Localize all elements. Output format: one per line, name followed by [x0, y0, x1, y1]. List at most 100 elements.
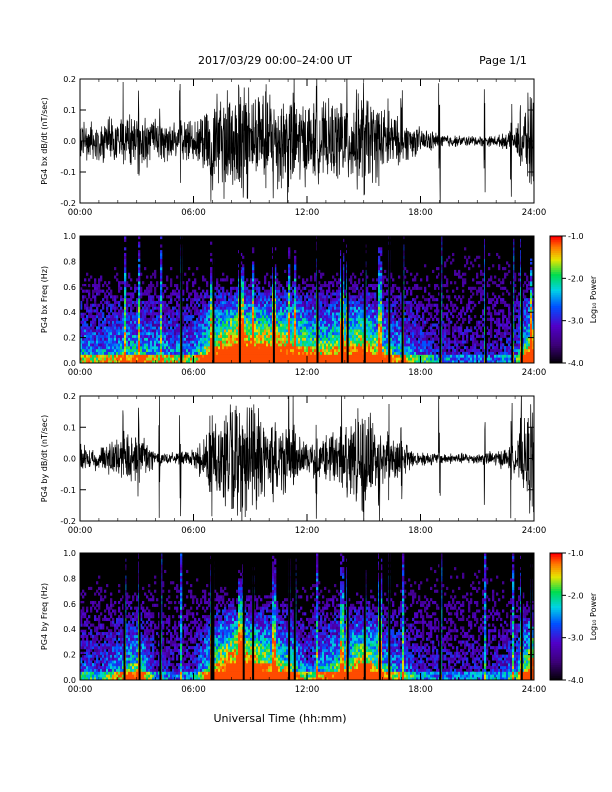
spectrogram-cell: [140, 315, 143, 319]
spectrogram-cell: [152, 351, 155, 355]
spectrogram-cell: [92, 331, 95, 336]
spectrogram-cell: [422, 320, 425, 324]
spectrogram-cell: [400, 340, 403, 344]
spectrogram-cell: [414, 283, 417, 288]
spectrogram-cell: [234, 320, 237, 324]
spectrogram-cell: [136, 343, 139, 347]
spectrogram-cell: [220, 329, 223, 333]
spectrogram-cell: [344, 323, 347, 327]
spectrogram-cell: [90, 326, 93, 330]
spectrogram-cell: [294, 286, 297, 290]
spectrogram-cell: [366, 292, 369, 296]
spectrogram-cell: [290, 323, 293, 327]
spectrogram-cell: [352, 295, 355, 299]
spectrogram-cell: [210, 292, 213, 296]
spectrogram-cell: [224, 351, 227, 355]
spectrogram-cell: [226, 289, 229, 293]
spectrogram-cell: [178, 354, 181, 358]
spectrogram-cell: [446, 351, 449, 355]
spectrogram-cell: [380, 320, 383, 324]
spectrogram-cell: [288, 298, 291, 302]
spectrogram-cell: [104, 292, 107, 296]
spectrogram-cell: [270, 317, 273, 321]
spectrogram-cell: [434, 360, 437, 364]
spectrogram-cell: [242, 337, 245, 341]
spectrogram-cell: [210, 258, 213, 262]
spectrogram-cell: [240, 334, 243, 338]
spectrogram-cell: [116, 348, 119, 353]
spectrogram-cell: [366, 312, 369, 316]
spectrogram-cell: [270, 312, 273, 316]
spectrogram-cell: [174, 320, 177, 324]
spectrogram-cell: [228, 337, 231, 341]
spectrogram-cell: [326, 351, 329, 355]
spectrogram-cell: [256, 309, 259, 313]
spectrogram-cell: [220, 303, 223, 307]
spectrogram-cell: [182, 360, 185, 364]
spectrogram-cell: [148, 292, 151, 296]
spectrogram-cell: [242, 255, 245, 259]
spectrogram-cell: [382, 295, 385, 299]
spectrogram-cell: [342, 289, 345, 293]
spectrogram-cell: [196, 309, 199, 313]
spectrogram-cell: [110, 306, 113, 310]
spectrogram-cell: [164, 329, 167, 333]
spectrogram-cell: [298, 351, 301, 355]
spectrogram-cell: [318, 292, 321, 296]
spectrogram-cell: [94, 281, 97, 285]
spectrogram-cell: [110, 329, 113, 333]
spectrogram-cell: [160, 298, 163, 302]
spectrogram-cell: [118, 340, 121, 344]
spectrogram-cell: [112, 334, 115, 338]
spectrogram-cell: [374, 300, 377, 305]
spectrogram-cell: [92, 326, 95, 330]
spectrogram-cell: [164, 326, 167, 330]
spectrogram-cell: [124, 343, 127, 347]
spectrogram-cell: [374, 346, 377, 350]
spectrogram-cell: [308, 348, 311, 353]
spectrogram-cell: [390, 360, 393, 364]
spectrogram-cell: [110, 351, 113, 355]
spectrogram-cell: [158, 298, 161, 302]
spectrogram-cell: [140, 303, 143, 307]
spectrogram-cell: [108, 340, 111, 344]
spectrogram-cell: [244, 281, 247, 285]
spectrogram-cell: [118, 315, 121, 319]
spectrogram-cell: [280, 295, 283, 299]
spectrogram-cell: [92, 309, 95, 313]
spectrogram-cell: [256, 326, 259, 330]
spectrogram-cell: [398, 343, 401, 347]
spectrogram-cell: [308, 312, 311, 316]
spectrogram-cell: [414, 348, 417, 353]
spectrogram-cell: [326, 354, 329, 358]
spectrogram-cell: [406, 303, 409, 307]
spectrogram-cell: [124, 320, 127, 324]
spectrogram-cell: [232, 329, 235, 333]
spectrogram-cell: [172, 306, 175, 310]
spectrogram-cell: [220, 346, 223, 350]
spectrogram-cell: [280, 317, 283, 321]
spectrogram-cell: [268, 346, 271, 350]
spectrogram-cell: [94, 278, 97, 282]
spectrogram-cell: [138, 236, 141, 240]
spectrogram-cell: [302, 354, 305, 358]
spectrogram-cell: [428, 283, 431, 288]
spectrogram-cell: [416, 340, 419, 344]
spectrogram-cell: [384, 334, 387, 338]
spectrogram-cell: [294, 289, 297, 293]
spectrogram-cell: [282, 295, 285, 299]
spectrogram-cell: [436, 346, 439, 350]
spectrogram-cell: [350, 315, 353, 319]
spectrogram-cell: [338, 331, 341, 336]
spectrogram-cell: [164, 337, 167, 341]
spectrogram-cell: [278, 343, 281, 347]
spectrogram-cell: [228, 334, 231, 338]
spectrogram-cell: [182, 346, 185, 350]
spectrogram-cell: [330, 309, 333, 313]
spectrogram-cell: [416, 354, 419, 358]
spectrogram-cell: [382, 331, 385, 336]
spectrogram-cell: [396, 346, 399, 350]
spectrogram-cell: [214, 331, 217, 336]
spectrogram-cell: [378, 295, 381, 299]
spectrogram-cell: [378, 261, 381, 265]
